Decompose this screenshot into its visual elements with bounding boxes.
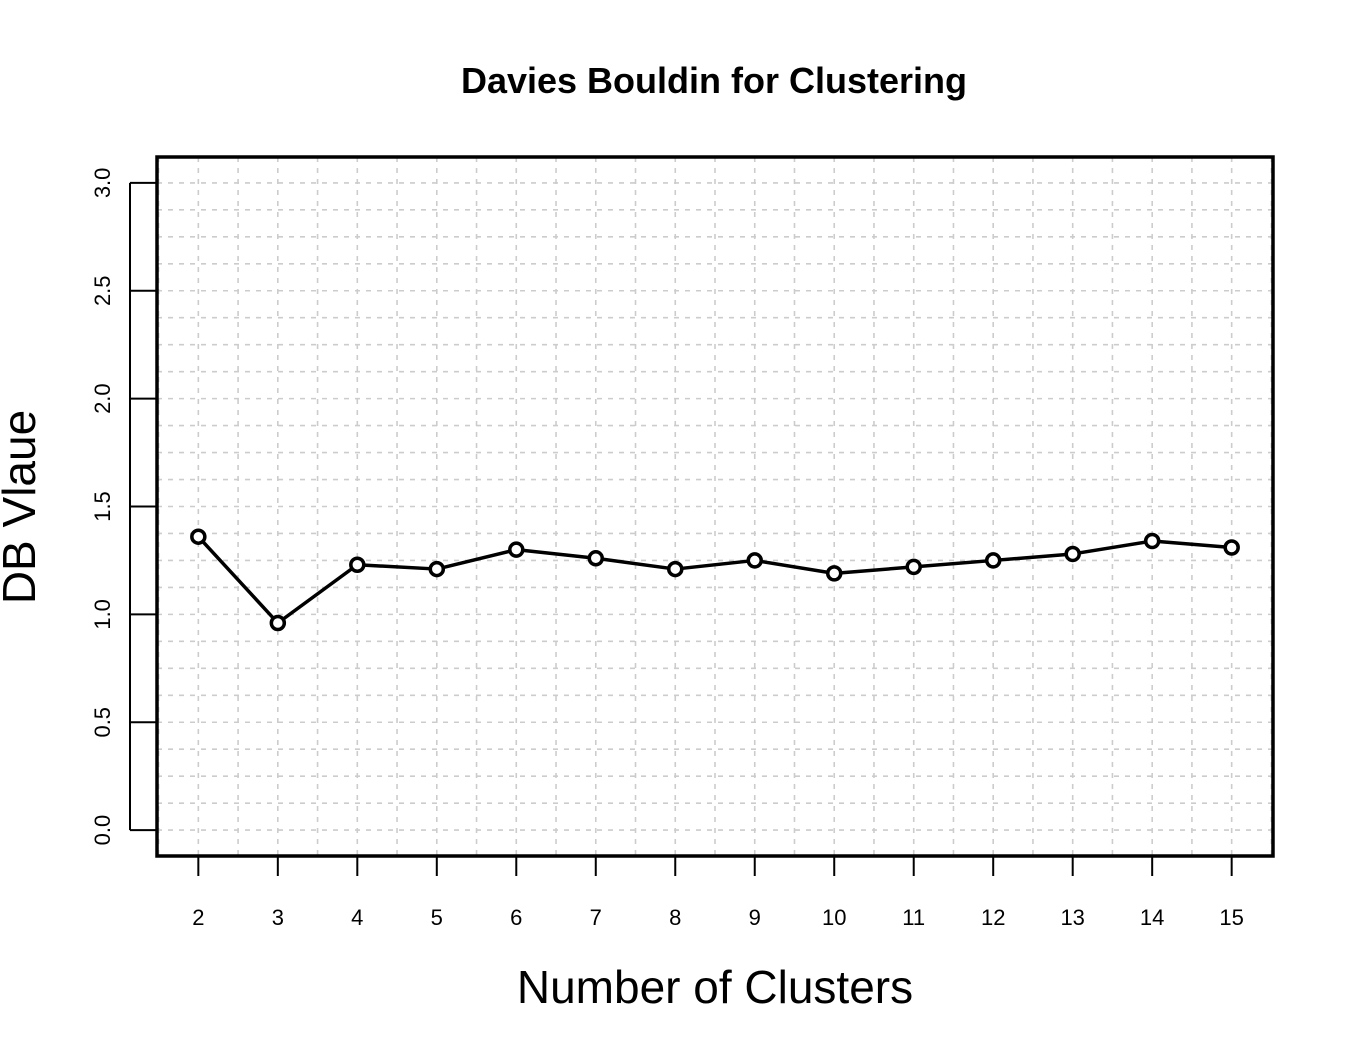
data-point <box>984 552 1002 569</box>
data-point <box>825 565 843 582</box>
data-point <box>587 550 605 567</box>
data-point <box>1143 532 1161 550</box>
series-line <box>197 535 1232 625</box>
y-tick-label: 1.5 <box>90 491 115 522</box>
data-point <box>508 541 525 558</box>
x-tick-label: 6 <box>510 905 522 930</box>
x-tick-label: 2 <box>192 905 204 930</box>
x-tick-label: 4 <box>351 905 363 930</box>
y-tick-label: 0.0 <box>90 815 115 846</box>
data-points <box>190 528 1240 632</box>
y-tick-label: 2.0 <box>90 383 115 414</box>
x-tick-label: 9 <box>749 905 761 930</box>
data-point <box>905 558 922 576</box>
chart-title: Davies Bouldin for Clustering <box>461 60 967 101</box>
data-point <box>1064 545 1081 563</box>
x-tick-label: 3 <box>272 905 284 930</box>
x-tick-label: 5 <box>431 905 443 930</box>
data-point <box>746 552 763 569</box>
data-point <box>190 528 207 545</box>
data-point <box>1223 539 1240 556</box>
axes: 0.0 0.5 1.0 1.5 2.0 2.5 3.0 2 3 4 5 6 7 8 9 10 11 12 13 14 1… <box>90 168 1244 930</box>
x-tick-label: 12 <box>981 905 1005 930</box>
y-tick-label: 2.5 <box>90 275 115 306</box>
x-tick-label: 10 <box>822 905 846 930</box>
x-axis-title: Number of Clusters <box>517 961 913 1013</box>
y-tick-label: 3.0 <box>90 168 115 199</box>
data-point <box>667 560 684 578</box>
data-point <box>428 560 446 578</box>
y-tick-label: 1.0 <box>90 599 115 630</box>
grid <box>157 157 1273 856</box>
x-tick-label: 15 <box>1219 905 1243 930</box>
data-point <box>269 614 287 632</box>
x-tick-label: 14 <box>1140 905 1164 930</box>
x-tick-label: 13 <box>1060 905 1084 930</box>
data-point <box>349 556 366 573</box>
x-tick-label: 11 <box>902 905 925 930</box>
series-line-group <box>197 535 1232 625</box>
y-tick-label: 0.5 <box>90 707 115 738</box>
x-tick-label: 7 <box>590 905 602 930</box>
plot-frame <box>155 155 1275 858</box>
y-axis-title: DB Vlaue <box>0 410 45 604</box>
x-tick-label: 8 <box>669 905 681 930</box>
